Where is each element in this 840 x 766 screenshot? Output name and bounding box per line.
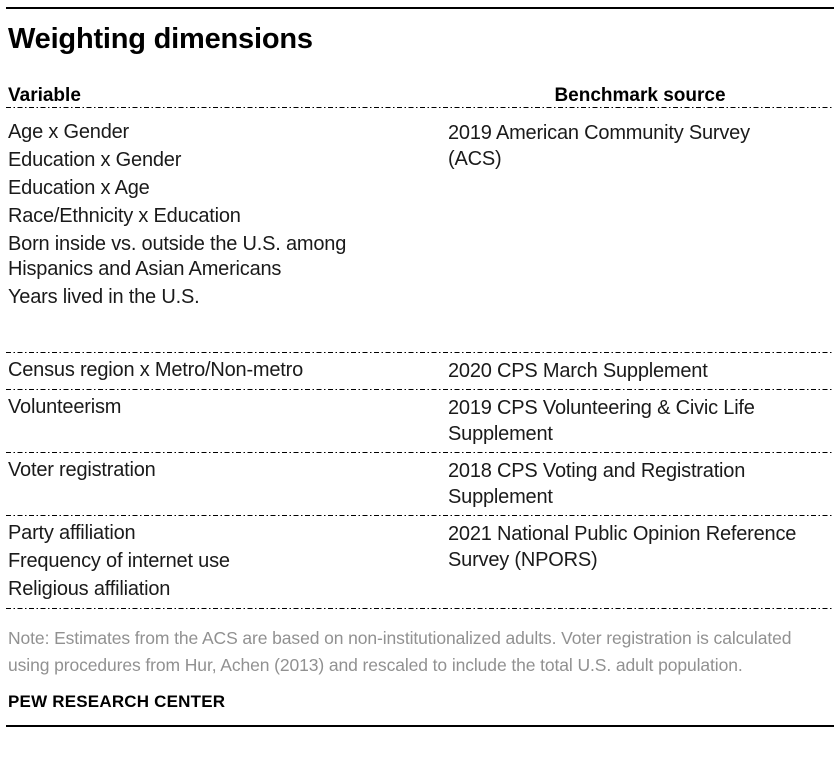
table-row: Volunteerism 2019 CPS Volunteering & Civ… (6, 390, 834, 453)
top-rule (6, 7, 834, 9)
variable-item: Race/Ethnicity x Education (8, 205, 241, 227)
benchmark-source-cell: 2019 CPS Volunteering & Civic Life Suppl… (448, 397, 755, 445)
benchmark-source-cell: 2019 American Community Survey (ACS) (448, 122, 750, 170)
variable-cell: Party affiliation Frequency of internet u… (8, 521, 448, 602)
benchmark-source-cell: 2021 National Public Opinion Reference S… (448, 523, 797, 571)
variable-item: Religious affiliation (8, 578, 171, 600)
variable-cell: Volunteerism (8, 395, 448, 447)
note-text: Note: Estimates from the ACS are based o… (8, 628, 792, 675)
page-title: Weighting dimensions (8, 23, 313, 55)
pew-research-center-brand: PEW RESEARCH CENTER (8, 692, 226, 711)
variable-cell: Voter registration (8, 458, 448, 510)
bottom-rule (6, 725, 834, 727)
table-header-row: Variable Benchmark source (6, 84, 834, 108)
variable-item: Frequency of internet use (8, 550, 230, 572)
variable-cell: Age x Gender Education x Gender Education … (8, 120, 448, 310)
variable-item: Party affiliation (8, 522, 136, 544)
column-header-benchmark-source: Benchmark source (554, 85, 726, 106)
table-row: Voter registration 2018 CPS Voting and R… (6, 453, 834, 516)
variable-cell: Census region x Metro/Non-metro (8, 358, 448, 384)
table-row: Party affiliation Frequency of internet u… (6, 516, 834, 609)
column-header-variable: Variable (8, 85, 81, 106)
variable-item: Voter registration (8, 459, 156, 481)
variable-item: Born inside vs. outside the U.S. among H… (8, 233, 347, 280)
variable-item: Census region x Metro/Non-metro (8, 359, 304, 381)
table-body: Age x Gender Education x Gender Education … (0, 108, 840, 609)
benchmark-source-cell: 2018 CPS Voting and Registration Supplem… (448, 460, 746, 508)
variable-item: Years lived in the U.S. (8, 286, 200, 308)
variable-item: Education x Age (8, 177, 150, 199)
variable-item: Age x Gender (8, 121, 130, 143)
table-row: Census region x Metro/Non-metro 2020 CPS… (6, 353, 834, 390)
benchmark-source-cell: 2020 CPS March Supplement (448, 360, 708, 382)
table-row: Age x Gender Education x Gender Education … (6, 108, 834, 353)
variable-item: Education x Gender (8, 149, 182, 171)
variable-item: Volunteerism (8, 396, 122, 418)
